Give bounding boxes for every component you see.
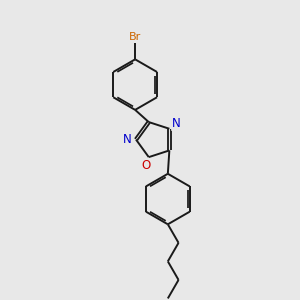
Text: N: N [123, 133, 132, 146]
Text: Br: Br [129, 32, 141, 41]
Text: N: N [172, 117, 181, 130]
Text: O: O [142, 158, 151, 172]
